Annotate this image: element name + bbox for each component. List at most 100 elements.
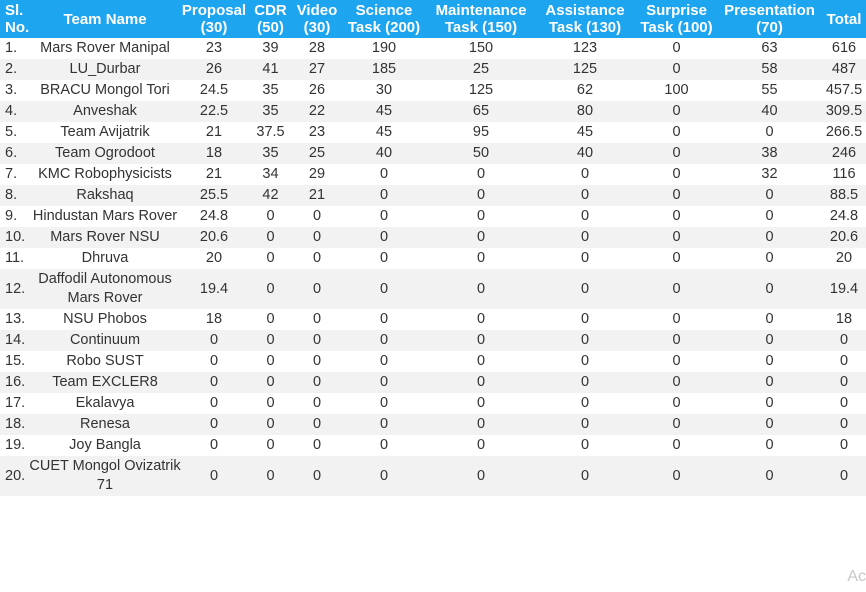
score-cell: 30 — [340, 80, 428, 101]
score-cell: 0 — [717, 372, 822, 393]
score-cell: 0 — [717, 206, 822, 227]
team-name-cell: KMC Robophysicists — [29, 164, 181, 185]
score-cell: 0 — [340, 456, 428, 496]
score-cell: 88.5 — [822, 185, 866, 206]
score-cell: 0 — [534, 330, 636, 351]
score-cell: 0 — [717, 122, 822, 143]
score-cell: 0 — [294, 330, 340, 351]
score-cell: 23 — [294, 122, 340, 143]
score-cell: 0 — [717, 393, 822, 414]
score-cell: 0 — [247, 248, 294, 269]
team-name-cell: Robo SUST — [29, 351, 181, 372]
serial-cell: 11. — [0, 248, 29, 269]
score-cell: 0 — [340, 248, 428, 269]
score-cell: 42 — [247, 185, 294, 206]
score-cell: 40 — [340, 143, 428, 164]
score-cell: 0 — [636, 414, 717, 435]
score-cell: 0 — [636, 59, 717, 80]
score-cell: 0 — [181, 393, 247, 414]
column-header: Assistance Task (130) — [534, 0, 636, 38]
table-row: 10. Mars Rover NSU 20.6 0 0 0 0 0 0 0 20.6 — [0, 227, 866, 248]
score-cell: 25.5 — [181, 185, 247, 206]
score-cell: 0 — [717, 185, 822, 206]
serial-cell: 16. — [0, 372, 29, 393]
serial-cell: 19. — [0, 435, 29, 456]
score-cell: 0 — [717, 330, 822, 351]
score-cell: 35 — [247, 80, 294, 101]
score-cell: 0 — [340, 330, 428, 351]
header-row: Sl. No. Team Name Proposal (30) CDR (50) Vid… — [0, 0, 866, 38]
team-name-cell: CUET Mongol Ovizatrik 71 — [29, 456, 181, 496]
score-cell: 0 — [636, 206, 717, 227]
score-cell: 41 — [247, 59, 294, 80]
score-cell: 0 — [428, 372, 534, 393]
results-table: Sl. No. Team Name Proposal (30) CDR (50) Vid… — [0, 0, 866, 496]
score-cell: 0 — [534, 435, 636, 456]
score-cell: 0 — [340, 269, 428, 309]
team-name-cell: Mars Rover NSU — [29, 227, 181, 248]
score-cell: 0 — [247, 351, 294, 372]
table-row: 9. Hindustan Mars Rover 24.8 0 0 0 0 0 0 0 24.8 — [0, 206, 866, 227]
score-cell: 487 — [822, 59, 866, 80]
serial-cell: 4. — [0, 101, 29, 122]
table-row: 20. CUET Mongol Ovizatrik 71 0 0 0 0 0 0 0 0 0 — [0, 456, 866, 496]
column-header: Surprise Task (100) — [636, 0, 717, 38]
score-cell: 0 — [247, 309, 294, 330]
team-name-cell: Joy Bangla — [29, 435, 181, 456]
score-cell: 22.5 — [181, 101, 247, 122]
score-cell: 0 — [340, 227, 428, 248]
score-cell: 35 — [247, 143, 294, 164]
score-cell: 0 — [717, 456, 822, 496]
score-cell: 0 — [822, 330, 866, 351]
score-cell: 0 — [717, 435, 822, 456]
score-cell: 45 — [340, 122, 428, 143]
score-cell: 63 — [717, 38, 822, 59]
score-cell: 0 — [636, 309, 717, 330]
score-cell: 100 — [636, 80, 717, 101]
column-header: Proposal (30) — [181, 0, 247, 38]
score-cell: 62 — [534, 80, 636, 101]
score-cell: 0 — [534, 414, 636, 435]
score-cell: 0 — [822, 393, 866, 414]
team-name-cell: Anveshak — [29, 101, 181, 122]
score-cell: 0 — [636, 164, 717, 185]
score-cell: 20 — [822, 248, 866, 269]
score-cell: 0 — [340, 309, 428, 330]
score-cell: 0 — [534, 309, 636, 330]
score-cell: 95 — [428, 122, 534, 143]
score-cell: 20.6 — [181, 227, 247, 248]
score-cell: 0 — [534, 393, 636, 414]
team-name-cell: Daffodil Autonomous Mars Rover — [29, 269, 181, 309]
score-cell: 0 — [534, 372, 636, 393]
serial-cell: 7. — [0, 164, 29, 185]
score-cell: 18 — [822, 309, 866, 330]
score-cell: 0 — [428, 164, 534, 185]
score-cell: 65 — [428, 101, 534, 122]
score-cell: 24.8 — [181, 206, 247, 227]
score-cell: 116 — [822, 164, 866, 185]
score-cell: 0 — [428, 330, 534, 351]
score-cell: 0 — [247, 456, 294, 496]
table-row: 16. Team EXCLER8 0 0 0 0 0 0 0 0 0 — [0, 372, 866, 393]
score-cell: 0 — [247, 393, 294, 414]
team-name-cell: Mars Rover Manipal — [29, 38, 181, 59]
score-cell: 0 — [534, 227, 636, 248]
table-row: 4. Anveshak 22.5 35 22 45 65 80 0 40 309.5 — [0, 101, 866, 122]
score-cell: 190 — [340, 38, 428, 59]
score-cell: 0 — [534, 456, 636, 496]
score-cell: 0 — [636, 393, 717, 414]
score-cell: 0 — [294, 414, 340, 435]
score-cell: 0 — [636, 227, 717, 248]
table-body: 1. Mars Rover Manipal 23 39 28 190 150 123 0 63 61… — [0, 38, 866, 496]
table-row: 18. Renesa 0 0 0 0 0 0 0 0 0 — [0, 414, 866, 435]
column-header: Presentation (70) — [717, 0, 822, 38]
score-cell: 40 — [717, 101, 822, 122]
score-cell: 123 — [534, 38, 636, 59]
score-cell: 0 — [717, 269, 822, 309]
score-cell: 0 — [340, 164, 428, 185]
score-cell: 0 — [636, 38, 717, 59]
column-header: Team Name — [29, 0, 181, 38]
score-cell: 0 — [717, 227, 822, 248]
score-cell: 0 — [636, 372, 717, 393]
score-cell: 0 — [247, 269, 294, 309]
